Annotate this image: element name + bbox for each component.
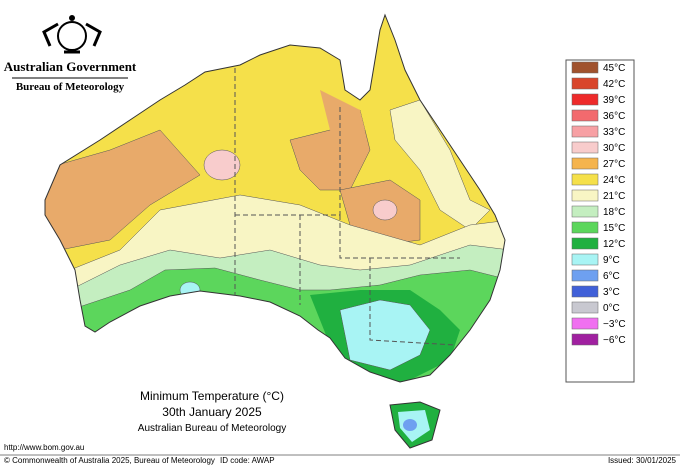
legend-label: 12°C — [603, 239, 625, 250]
legend: 45°C 42°C 39°C 36°C 33°C 30°C 27°C 24°C 21°C 18°C… — [565, 59, 635, 383]
legend-label: −6°C — [603, 335, 626, 346]
legend-swatch — [571, 269, 599, 282]
url: http://www.bom.gov.au — [4, 443, 84, 452]
legend-label: 9°C — [603, 255, 620, 266]
legend-swatch — [571, 77, 599, 90]
legend-swatch — [571, 141, 599, 154]
legend-swatch — [571, 221, 599, 234]
legend-label: 3°C — [603, 287, 620, 298]
legend-swatch — [571, 157, 599, 170]
legend-label: 24°C — [603, 175, 625, 186]
legend-label: 21°C — [603, 191, 625, 202]
legend-label: 27°C — [603, 159, 625, 170]
legend-swatch — [571, 301, 599, 314]
legend-label: 33°C — [603, 127, 625, 138]
map-title: Minimum Temperature (°C) — [140, 389, 284, 403]
legend-label: 36°C — [603, 111, 625, 122]
bureau: Bureau of Meteorology — [16, 81, 125, 93]
legend-label: 45°C — [603, 63, 625, 74]
legend-swatch — [571, 333, 599, 346]
copyright: © Commonwealth of Australia 2025, Bureau… — [4, 456, 215, 465]
legend-swatch — [571, 237, 599, 250]
legend-label: 15°C — [603, 223, 625, 234]
legend-swatch — [571, 173, 599, 186]
legend-label: 6°C — [603, 271, 620, 282]
tasmania — [389, 401, 441, 449]
legend-label: 42°C — [603, 79, 625, 90]
legend-swatch — [571, 125, 599, 138]
legend-box — [565, 59, 635, 383]
legend-label: 39°C — [603, 95, 625, 106]
legend-swatch — [571, 61, 599, 74]
state-borders — [234, 68, 460, 346]
legend-swatch — [571, 205, 599, 218]
legend-swatch — [571, 93, 599, 106]
legend-swatch — [571, 189, 599, 202]
legend-swatch — [571, 285, 599, 298]
legend-label: −3°C — [603, 319, 626, 330]
legend-swatch — [571, 109, 599, 122]
legend-swatch — [571, 317, 599, 330]
legend-swatch — [571, 253, 599, 266]
legend-label: 18°C — [603, 207, 625, 218]
issued: Issued: 30/01/2025 — [608, 456, 677, 465]
map-source: Australian Bureau of Meteorology — [138, 423, 286, 434]
crest — [42, 15, 102, 54]
id-code: ID code: AWAP — [220, 456, 275, 465]
legend-label: 30°C — [603, 143, 625, 154]
map-date: 30th January 2025 — [162, 405, 262, 419]
government: Australian Government — [4, 59, 137, 74]
legend-label: 0°C — [603, 303, 620, 314]
